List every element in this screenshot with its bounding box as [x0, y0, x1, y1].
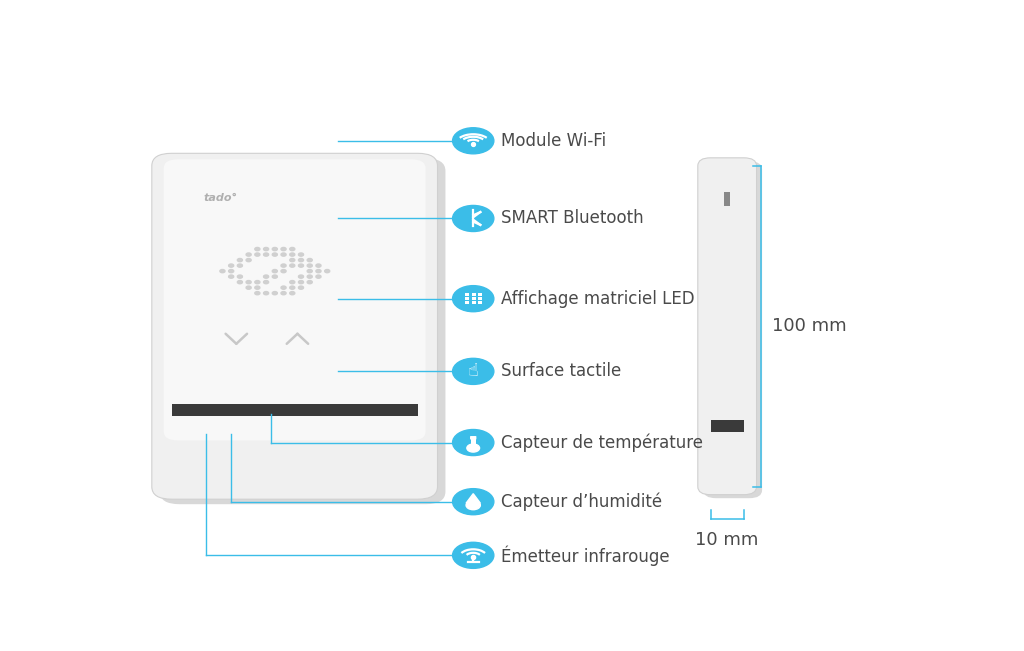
Circle shape	[263, 253, 268, 256]
Circle shape	[281, 270, 286, 273]
Circle shape	[238, 264, 243, 267]
Circle shape	[281, 247, 286, 251]
Circle shape	[263, 247, 268, 251]
Text: 100 mm: 100 mm	[772, 317, 846, 335]
Circle shape	[453, 542, 494, 568]
Circle shape	[290, 264, 295, 267]
Circle shape	[220, 270, 225, 273]
Circle shape	[263, 292, 268, 295]
Circle shape	[298, 264, 303, 267]
Circle shape	[238, 275, 243, 278]
Circle shape	[290, 253, 295, 256]
Bar	[478, 297, 482, 299]
Bar	[472, 293, 475, 296]
FancyBboxPatch shape	[697, 158, 757, 495]
Circle shape	[307, 281, 312, 284]
Circle shape	[298, 253, 303, 256]
Circle shape	[467, 444, 479, 452]
Text: Surface tactile: Surface tactile	[501, 363, 622, 380]
Circle shape	[298, 258, 303, 262]
Circle shape	[272, 275, 278, 278]
Circle shape	[272, 270, 278, 273]
Circle shape	[316, 264, 321, 267]
Circle shape	[263, 281, 268, 284]
FancyBboxPatch shape	[160, 158, 445, 504]
Circle shape	[246, 281, 251, 284]
Circle shape	[272, 292, 278, 295]
Circle shape	[228, 275, 233, 278]
Bar	[465, 293, 469, 296]
Bar	[471, 438, 475, 448]
Text: ☝: ☝	[468, 362, 478, 380]
Circle shape	[246, 286, 251, 289]
Circle shape	[466, 501, 480, 510]
Circle shape	[307, 264, 312, 267]
Bar	[472, 297, 475, 299]
FancyBboxPatch shape	[470, 436, 476, 439]
Text: tado°: tado°	[204, 193, 238, 203]
Circle shape	[453, 358, 494, 384]
Circle shape	[290, 281, 295, 284]
Circle shape	[307, 270, 312, 273]
Bar	[478, 301, 482, 303]
FancyBboxPatch shape	[152, 153, 437, 499]
Circle shape	[290, 286, 295, 289]
Text: Capteur de température: Capteur de température	[501, 434, 703, 452]
Circle shape	[298, 286, 303, 289]
Circle shape	[281, 264, 286, 267]
Circle shape	[290, 292, 295, 295]
Circle shape	[246, 258, 251, 262]
Circle shape	[238, 258, 243, 262]
Circle shape	[281, 286, 286, 289]
Bar	[465, 301, 469, 303]
Bar	[472, 301, 475, 303]
Circle shape	[255, 281, 260, 284]
Circle shape	[255, 292, 260, 295]
Text: Module Wi-Fi: Module Wi-Fi	[501, 132, 606, 150]
Circle shape	[228, 270, 233, 273]
Text: SMART Bluetooth: SMART Bluetooth	[501, 210, 644, 227]
Circle shape	[238, 281, 243, 284]
Circle shape	[316, 270, 321, 273]
Circle shape	[281, 253, 286, 256]
Bar	[478, 293, 482, 296]
FancyBboxPatch shape	[164, 159, 426, 441]
Polygon shape	[466, 493, 480, 503]
Circle shape	[453, 430, 494, 456]
Circle shape	[325, 270, 330, 273]
FancyBboxPatch shape	[703, 161, 762, 498]
Circle shape	[290, 258, 295, 262]
Text: 10 mm: 10 mm	[695, 531, 759, 549]
Circle shape	[298, 275, 303, 278]
Circle shape	[255, 253, 260, 256]
Bar	[724, 192, 730, 206]
Text: Capteur d’humidité: Capteur d’humidité	[501, 492, 663, 511]
Circle shape	[453, 489, 494, 515]
Circle shape	[307, 258, 312, 262]
Circle shape	[298, 281, 303, 284]
Circle shape	[281, 292, 286, 295]
Text: Émetteur infrarouge: Émetteur infrarouge	[501, 545, 670, 566]
Bar	[465, 297, 469, 299]
Circle shape	[453, 206, 494, 232]
Bar	[172, 404, 418, 416]
Circle shape	[453, 286, 494, 312]
Circle shape	[453, 128, 494, 154]
Circle shape	[228, 264, 233, 267]
Circle shape	[255, 247, 260, 251]
Circle shape	[272, 253, 278, 256]
Text: Affichage matriciel LED: Affichage matriciel LED	[501, 290, 694, 308]
Circle shape	[246, 253, 251, 256]
Circle shape	[263, 275, 268, 278]
Bar	[711, 420, 743, 432]
Circle shape	[307, 275, 312, 278]
Circle shape	[255, 286, 260, 289]
Circle shape	[316, 275, 321, 278]
Circle shape	[272, 247, 278, 251]
Circle shape	[290, 247, 295, 251]
